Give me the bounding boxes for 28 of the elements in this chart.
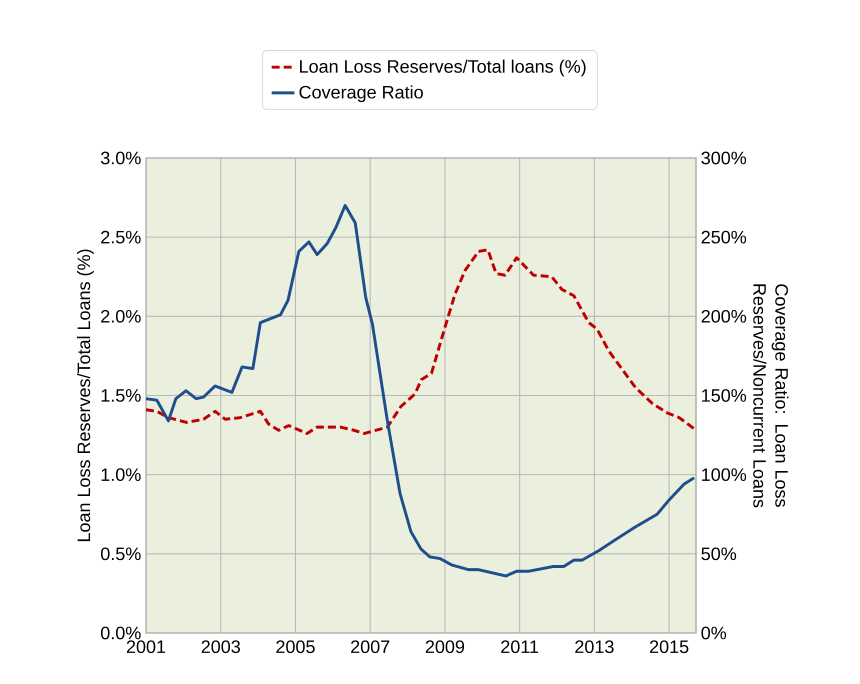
x-tick-label: 2001 — [126, 640, 166, 654]
y2-tick-label: 150% — [702, 389, 746, 402]
y2-tick-label: 250% — [702, 230, 746, 244]
y-tick-label: 2.5% — [101, 230, 141, 244]
y2-tick-label: 300% — [701, 152, 746, 164]
x-tick-label: 2003 — [202, 640, 240, 654]
y2-axis-title: Coverage Ratio: Loan Loss Reserves/Noncurrent Loans — [753, 284, 788, 508]
y2-tick-label: 200% — [702, 310, 746, 323]
y2-tick-label: 100% — [702, 468, 746, 482]
y-tick-label: 2.0% — [101, 310, 141, 323]
x-tick-label: 2007 — [351, 640, 390, 654]
y-tick-label: 3.0% — [100, 152, 141, 164]
y-tick-label: 0.5% — [100, 547, 141, 560]
x-tick-label: 2005 — [276, 640, 315, 654]
y2-tick-label: 0% — [701, 626, 726, 640]
y2-tick-label: 50% — [701, 547, 736, 560]
line-series — [146, 248, 696, 435]
x-tick-label: 2011 — [501, 640, 538, 654]
x-tick-label: 2015 — [650, 640, 688, 654]
legend-label: Coverage Ratio — [300, 85, 423, 102]
legend-label: Loan Loss Reserves/Total loans (%) — [300, 60, 586, 76]
x-tick-label: 2009 — [426, 640, 464, 654]
x-tick-label: 2013 — [575, 640, 614, 654]
y-tick-label: 0.0% — [100, 626, 141, 640]
line-series — [146, 204, 696, 578]
y-tick-label: 1.0% — [102, 468, 141, 482]
y-axis-title: Loan Loss Reserves/Total Loans (%) — [77, 250, 94, 542]
y-tick-label: 1.5% — [102, 389, 141, 402]
